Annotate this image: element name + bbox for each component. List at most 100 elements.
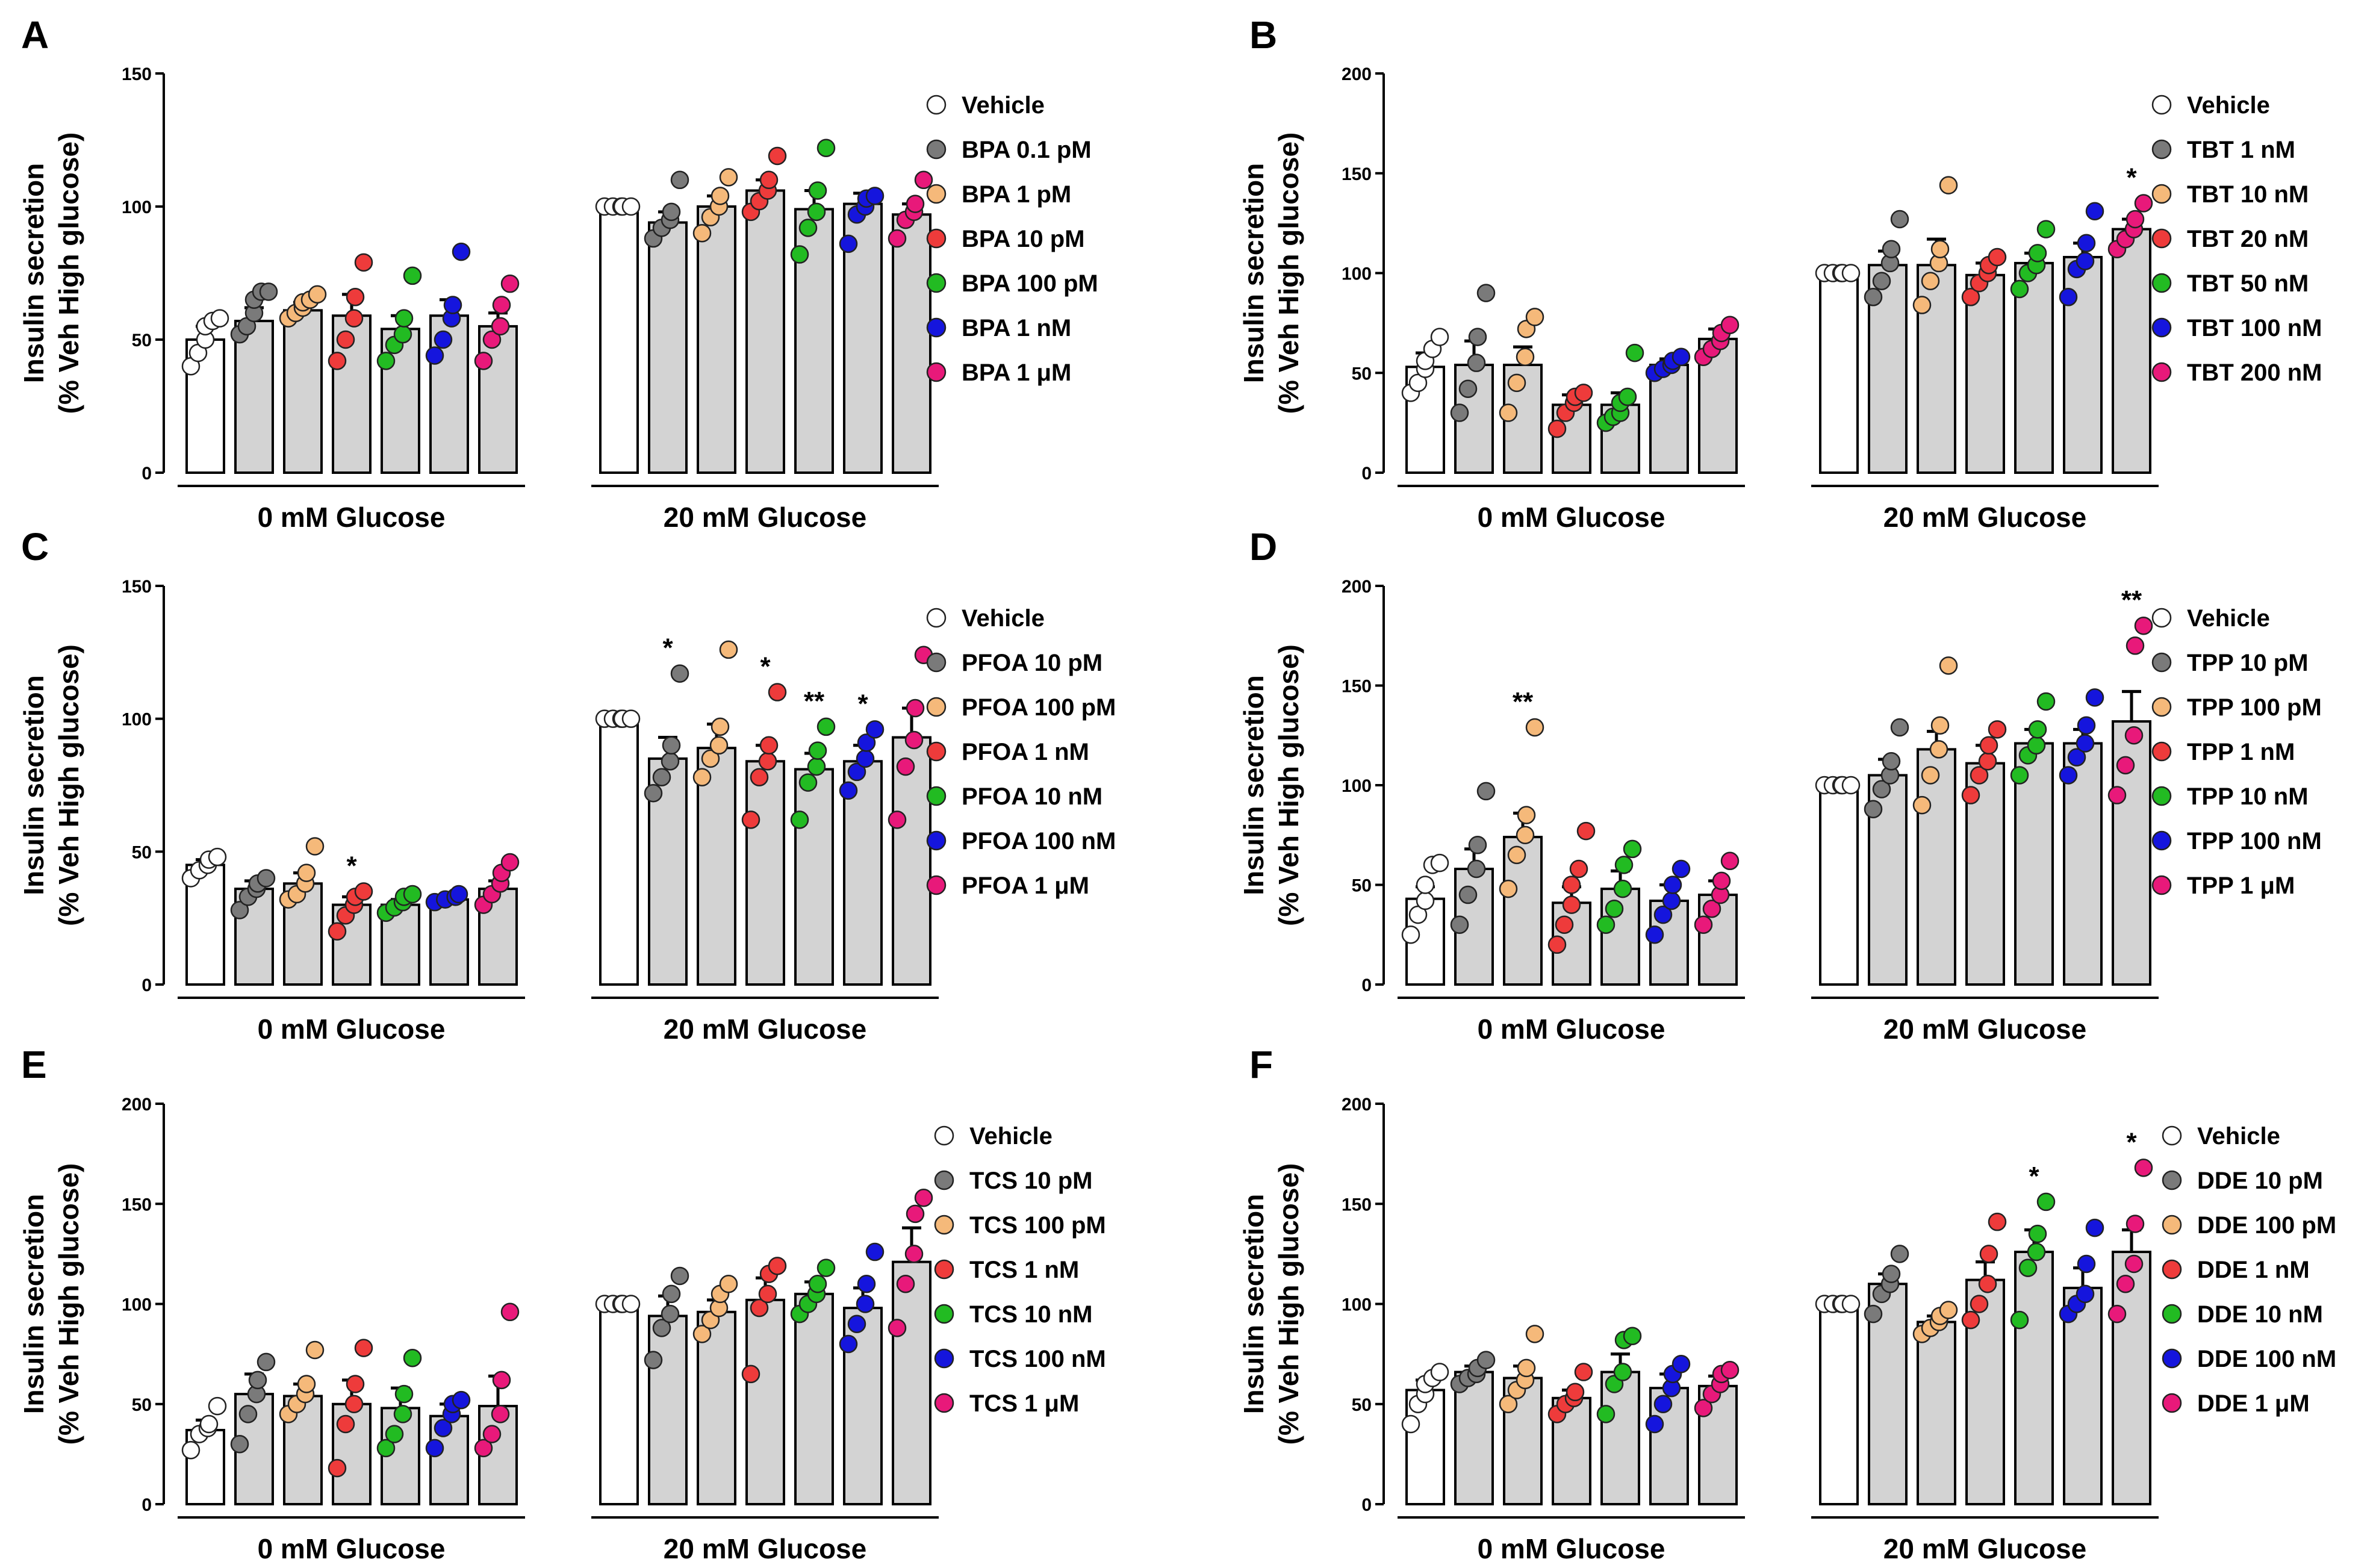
y-axis-label-line1: Insulin secretion — [18, 1194, 49, 1414]
data-point — [2010, 1310, 2029, 1330]
significance-marker: * — [760, 652, 771, 682]
data-point — [394, 309, 414, 328]
data-point — [1576, 821, 1596, 841]
group-label: 0 mM Glucose — [1478, 1533, 1665, 1564]
data-point — [1467, 353, 1486, 372]
data-point — [1841, 1295, 1861, 1313]
data-point — [808, 181, 827, 200]
y-tick-label: 200 — [1342, 1095, 1372, 1115]
data-point — [1890, 210, 1909, 229]
legend-swatch — [934, 1348, 954, 1369]
data-point — [393, 1405, 412, 1423]
data-point — [2134, 1159, 2153, 1177]
data-point — [670, 664, 689, 683]
bar — [745, 1298, 785, 1506]
bar — [892, 213, 931, 474]
data-point — [2077, 1254, 2096, 1274]
data-point — [1416, 891, 1435, 910]
data-point — [500, 853, 520, 872]
data-point — [856, 1295, 875, 1313]
data-point — [2124, 1254, 2144, 1274]
legend-label: DDE 1 μM — [2197, 1390, 2310, 1417]
data-point — [1653, 905, 1673, 924]
data-point — [865, 187, 885, 205]
data-point — [1939, 656, 1958, 675]
data-point — [403, 266, 422, 285]
significance-marker: ** — [1513, 687, 1534, 717]
y-tick-label: 150 — [122, 577, 152, 597]
legend-swatch — [934, 1304, 954, 1324]
y-tick-label: 150 — [1342, 164, 1372, 184]
data-point — [741, 1364, 760, 1384]
data-point — [1596, 915, 1616, 934]
data-point — [210, 309, 229, 328]
legend-label: PFOA 10 nM — [962, 783, 1102, 810]
data-point — [1694, 915, 1713, 934]
y-tick-label: 100 — [1342, 1295, 1372, 1315]
y-tick-label: 0 — [1361, 1495, 1372, 1515]
legend-label: Vehicle — [962, 92, 1045, 119]
data-point — [1930, 240, 1950, 258]
legend-swatch — [926, 697, 947, 717]
y-tick-label: 50 — [132, 842, 152, 862]
legend-swatch — [926, 184, 947, 204]
y-tick-label: 150 — [122, 64, 152, 84]
data-point — [354, 253, 373, 272]
legend-swatch — [926, 741, 947, 762]
data-point — [1672, 859, 1691, 879]
data-point — [1499, 403, 1518, 422]
data-point — [1525, 718, 1544, 737]
panel-label: B — [1249, 13, 1277, 57]
data-point — [1872, 272, 1891, 291]
y-axis-label-line2: (% Veh High glucose) — [1273, 644, 1304, 926]
bar — [478, 325, 518, 474]
data-point — [2126, 210, 2145, 229]
data-point — [692, 1325, 712, 1343]
y-axis-label-line2: (% Veh High glucose) — [1273, 1163, 1304, 1445]
legend-label: PFOA 1 nM — [962, 739, 1089, 765]
data-point — [394, 1384, 414, 1404]
y-axis-label: Insulin secretion (% Veh High glucose) — [18, 1163, 84, 1445]
legend-swatch — [926, 875, 947, 895]
panel-label: C — [21, 525, 49, 568]
data-point — [1401, 926, 1420, 944]
data-point — [1450, 403, 1469, 422]
data-point — [259, 282, 278, 301]
y-tick-label: 200 — [122, 1095, 152, 1115]
data-point — [888, 1319, 907, 1337]
data-point — [376, 1439, 396, 1458]
legend-label: DDE 100 nM — [2197, 1346, 2336, 1372]
data-point — [1499, 879, 1518, 898]
data-point — [482, 330, 502, 349]
legend-label: DDE 10 pM — [2197, 1168, 2323, 1194]
legend-swatch — [926, 273, 947, 293]
data-point — [1988, 720, 2007, 739]
data-point — [393, 325, 412, 344]
data-point — [768, 683, 787, 702]
data-point — [759, 736, 779, 755]
legend-label: BPA 1 pM — [962, 181, 1071, 208]
data-point — [1890, 1245, 1909, 1263]
data-point — [896, 757, 915, 776]
legend-swatch — [2162, 1393, 2182, 1413]
legend-swatch — [934, 1215, 954, 1235]
bar — [2063, 1286, 2103, 1505]
data-point — [798, 773, 818, 792]
significance-marker: ** — [2121, 585, 2142, 615]
data-point — [346, 288, 365, 306]
data-point — [1702, 899, 1721, 918]
legend-swatch — [934, 1125, 954, 1146]
data-point — [1468, 836, 1487, 854]
data-point — [652, 1319, 671, 1337]
legend-swatch — [2162, 1259, 2182, 1280]
significance-marker: * — [2126, 163, 2137, 192]
data-point — [344, 1395, 364, 1413]
data-point — [709, 736, 729, 755]
data-point — [257, 1352, 276, 1372]
legend-swatch — [926, 830, 947, 851]
data-point — [701, 749, 720, 768]
data-point — [1596, 1405, 1616, 1423]
data-point — [230, 1435, 249, 1454]
data-point — [328, 922, 347, 941]
legend-label: BPA 1 μM — [962, 359, 1071, 386]
